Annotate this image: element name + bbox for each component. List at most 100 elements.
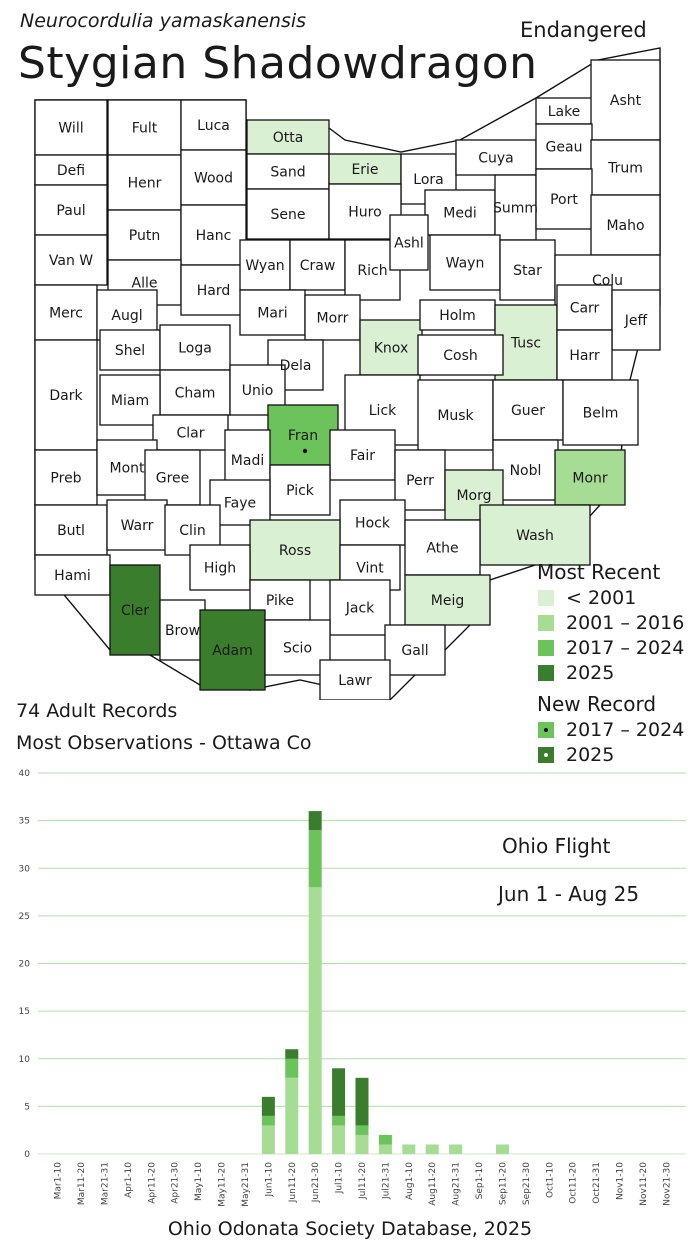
- county-meig: [404, 574, 491, 626]
- county-label-fult: Fult: [132, 121, 158, 137]
- legend-most-recent-label: < 2001: [566, 587, 637, 609]
- county-label-sene: Sene: [271, 207, 306, 223]
- county-label-alle: Alle: [132, 276, 158, 292]
- county-label-cuya: Cuya: [478, 151, 514, 167]
- county-wyan: [239, 239, 291, 291]
- county-holm: [419, 299, 496, 331]
- y-tick-label: 25: [19, 912, 30, 922]
- county-label-nobl: Nobl: [510, 463, 542, 479]
- legend-new-record-label: 2017 – 2024: [566, 719, 685, 741]
- county-hami: [34, 554, 111, 596]
- new-record-marker: [302, 448, 308, 454]
- county-label-summ: Summ: [493, 201, 538, 217]
- county-cler: [109, 564, 161, 656]
- legend-new-record-label: 2025: [566, 744, 615, 766]
- county-label-tusc: Tusc: [510, 336, 541, 352]
- county-label-defi: Defi: [57, 163, 85, 179]
- x-tick-label: Jul21-31: [381, 1162, 391, 1200]
- bar-segment: [495, 1144, 509, 1154]
- county-label-ross: Ross: [279, 543, 311, 559]
- x-tick-label: May21-31: [241, 1162, 251, 1207]
- x-tick-label: Nov11-20: [639, 1162, 649, 1206]
- county-label-pike: Pike: [266, 593, 294, 609]
- county-label-paul: Paul: [56, 203, 85, 219]
- county-warr: [106, 499, 168, 551]
- x-tick-label: Aug1-10: [405, 1162, 415, 1200]
- county-label-morr: Morr: [317, 311, 349, 327]
- flight-period-chart: 0 5 10 15 20 25 30 35 40 Mar1-10 Mar11-20 Mar21-31 A…: [19, 769, 686, 1207]
- county-label-preb: Preb: [50, 471, 81, 487]
- x-tick-label: Oct11-20: [569, 1162, 579, 1204]
- bar-segment: [261, 1125, 275, 1154]
- county-label-augl: Augl: [111, 308, 142, 324]
- county-defi: [34, 154, 108, 186]
- bar-segment: [261, 1096, 275, 1116]
- county-label-loga: Loga: [178, 341, 212, 357]
- y-tick-label: 30: [19, 864, 31, 874]
- bar-segment: [355, 1077, 369, 1126]
- records-count: 74 Adult Records: [16, 700, 178, 722]
- county-label-luca: Luca: [197, 118, 230, 134]
- county-ashl: [389, 214, 429, 271]
- county-gall: [384, 624, 446, 676]
- x-tick-label: Oct21-31: [592, 1162, 602, 1204]
- county-label-guer: Guer: [511, 403, 545, 419]
- y-tick-label: 35: [19, 817, 30, 827]
- county-label-warr: Warr: [121, 518, 154, 534]
- bar-segment: [425, 1144, 439, 1154]
- county-label-carr: Carr: [570, 301, 600, 317]
- county-label-port: Port: [550, 192, 578, 208]
- county-label-wayn: Wayn: [446, 256, 485, 272]
- county-monr: [554, 449, 626, 506]
- county-medi: [424, 189, 496, 236]
- status-badge: Endangered: [520, 18, 647, 42]
- county-label-erie: Erie: [351, 162, 378, 178]
- county-label-medi: Medi: [443, 206, 476, 222]
- county-cham: [159, 369, 231, 416]
- legend-most-recent-item: 2025: [538, 662, 614, 684]
- county-scio: [264, 619, 331, 676]
- county-label-faye: Faye: [224, 496, 256, 512]
- y-tick-label: 5: [24, 1102, 30, 1112]
- legend-new-record-item: 2017 – 2024: [538, 719, 684, 741]
- county-label-craw: Craw: [300, 258, 336, 274]
- county-label-fair: Fair: [350, 448, 375, 464]
- county-label-athe: Athe: [426, 541, 458, 557]
- bar-segment: [285, 1058, 299, 1078]
- county-label-sand: Sand: [270, 165, 305, 181]
- x-tick-label: Jun11-20: [288, 1162, 298, 1203]
- county-knox: [359, 319, 423, 376]
- county-label-butl: Butl: [57, 523, 85, 539]
- county-label-brow: Brow: [165, 623, 200, 639]
- x-tick-label: Jul11-20: [358, 1162, 368, 1200]
- x-tick-label: May11-20: [218, 1162, 228, 1207]
- legend-most-recent-label: 2001 – 2016: [566, 612, 685, 634]
- county-label-gree: Gree: [156, 471, 190, 487]
- county-label-hanc: Hanc: [196, 228, 232, 244]
- county-label-miam: Miam: [111, 393, 149, 409]
- county-sand: [246, 153, 330, 190]
- bar-segment: [261, 1115, 275, 1126]
- county-morr: [304, 294, 361, 341]
- county-label-musk: Musk: [437, 408, 474, 424]
- most-observations: Most Observations - Ottawa Co: [16, 732, 312, 754]
- county-jeff: [611, 289, 661, 351]
- county-will: [34, 99, 108, 156]
- county-label-madi: Madi: [231, 453, 264, 469]
- county-belm: [562, 379, 639, 446]
- county-label-otta: Otta: [273, 130, 304, 146]
- county-label-belm: Belm: [583, 406, 619, 422]
- bar-segment: [355, 1125, 369, 1135]
- x-tick-label: Apr21-30: [171, 1162, 181, 1204]
- county-label-cham: Cham: [175, 386, 216, 402]
- source-credit: Ohio Odonata Society Database, 2025: [167, 1218, 533, 1240]
- county-lake: [535, 97, 593, 125]
- x-tick-label: Aug11-20: [428, 1162, 438, 1206]
- county-hard: [180, 264, 247, 316]
- county-high: [189, 544, 251, 591]
- county-label-rich: Rich: [357, 263, 387, 279]
- bar-segment: [332, 1125, 346, 1154]
- county-label-harr: Harr: [569, 348, 600, 364]
- county-fran: [267, 404, 339, 466]
- county-label-monr: Monr: [572, 471, 608, 487]
